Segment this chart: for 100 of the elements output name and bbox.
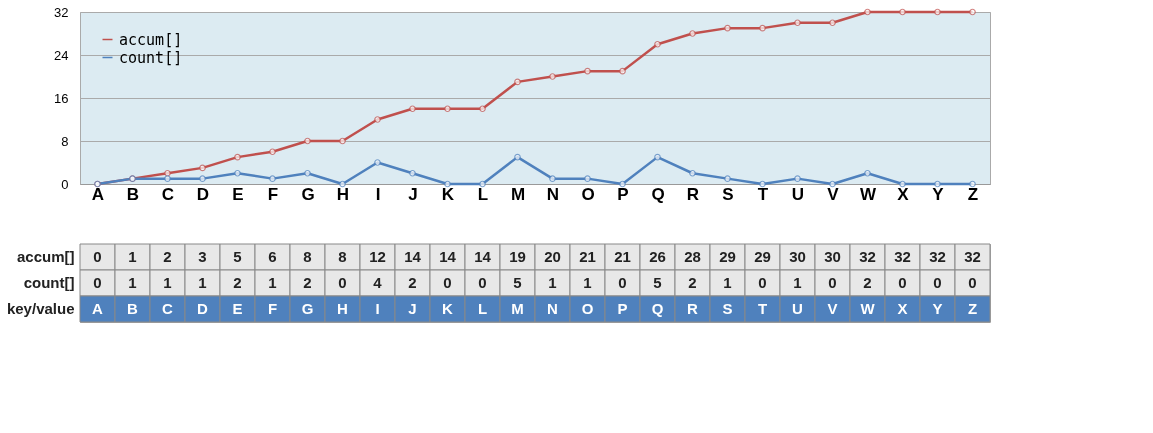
data-label: 2 [408, 274, 417, 291]
x-tick-label: M [510, 184, 526, 204]
point [759, 24, 766, 32]
data-label: 0 [618, 274, 627, 291]
point [619, 180, 626, 188]
data-label: 21 [579, 248, 596, 265]
x-tick-label: O [581, 184, 595, 204]
data-label: 32 [964, 248, 981, 265]
point [549, 73, 556, 80]
data-label: 2 [863, 274, 872, 291]
x-tick-label: H [336, 184, 350, 204]
data-label: 1 [128, 274, 137, 291]
category-label: Y [932, 300, 943, 317]
point [619, 67, 626, 75]
data-label: 4 [373, 274, 383, 291]
data-label: 32 [859, 248, 876, 265]
point [304, 169, 311, 177]
data-label: 0 [443, 274, 452, 291]
category-label: K [442, 300, 453, 317]
data-label: 1 [128, 248, 137, 265]
point [934, 180, 941, 188]
point [794, 175, 801, 182]
data-label: 5 [513, 274, 522, 291]
x-tick-label: S [722, 184, 734, 204]
data-label: 30 [789, 248, 806, 265]
data-label: 1 [163, 274, 172, 291]
data-label: 2 [688, 274, 697, 291]
x-tick-label: B [126, 184, 140, 204]
legend-label: count[] [119, 48, 183, 67]
category-label: E [232, 300, 243, 317]
category-label: T [757, 300, 768, 317]
data-label: 5 [653, 274, 662, 291]
x-tick-label: K [441, 184, 455, 204]
x-tick-label: I [375, 184, 381, 204]
x-tick-label: N [546, 184, 560, 204]
category-label: R [687, 300, 698, 317]
category-label: X [897, 300, 908, 317]
point [409, 169, 416, 177]
point [199, 175, 206, 182]
category-label: P [617, 300, 628, 317]
x-tick-label: Y [932, 184, 945, 204]
x-tick-label: W [859, 184, 877, 204]
point [584, 175, 591, 182]
point [304, 137, 311, 145]
data-label: 28 [684, 248, 701, 265]
data-label: 1 [583, 274, 592, 291]
point [269, 175, 276, 182]
point [409, 105, 416, 113]
category-label: N [547, 300, 558, 317]
point [899, 180, 906, 188]
point [374, 116, 381, 123]
data-label: 3 [198, 248, 207, 265]
point [374, 159, 381, 166]
x-tick-label: D [196, 184, 210, 204]
point [654, 153, 661, 161]
x-tick-label: L [477, 184, 489, 204]
point [969, 8, 976, 16]
point [479, 180, 486, 188]
point [339, 137, 346, 145]
data-label: 29 [719, 248, 736, 265]
data-label: 8 [303, 248, 312, 265]
x-tick-label: A [91, 184, 105, 204]
x-tick-label: Z [967, 184, 979, 204]
point [234, 153, 241, 161]
category-label: Z [967, 300, 978, 317]
point [479, 105, 486, 113]
x-tick-label: R [686, 184, 700, 204]
point [759, 180, 766, 188]
point [829, 19, 836, 27]
category-label: M [511, 300, 524, 317]
data-label: 5 [233, 248, 242, 265]
data-label: 0 [828, 274, 837, 291]
point [584, 67, 591, 75]
point [969, 180, 976, 188]
data-label: 0 [968, 274, 977, 291]
category-label: O [581, 300, 594, 317]
data-label: 0 [93, 274, 102, 291]
data-label: 14 [439, 248, 457, 265]
point [794, 19, 801, 27]
data-label: 0 [933, 274, 942, 291]
data-label: 0 [93, 248, 102, 265]
x-tick-label: T [757, 184, 769, 204]
legend-label: accum[] [119, 30, 183, 49]
category-label: L [477, 300, 488, 317]
data-label: 1 [793, 274, 802, 291]
data-label: 1 [548, 274, 557, 291]
data-label: 1 [723, 274, 732, 291]
point [549, 175, 556, 182]
data-label: 0 [898, 274, 907, 291]
point [864, 169, 871, 177]
point [514, 153, 521, 161]
y-tick-label: 24 [54, 47, 69, 63]
x-tick-label: J [408, 184, 418, 204]
category-label: C [162, 300, 173, 317]
category-label: A [92, 300, 103, 317]
x-tick-label: C [161, 184, 175, 204]
data-label: 32 [894, 248, 911, 265]
category-label: J [408, 300, 417, 317]
x-tick-label: U [791, 184, 805, 204]
data-label: 20 [544, 248, 561, 265]
